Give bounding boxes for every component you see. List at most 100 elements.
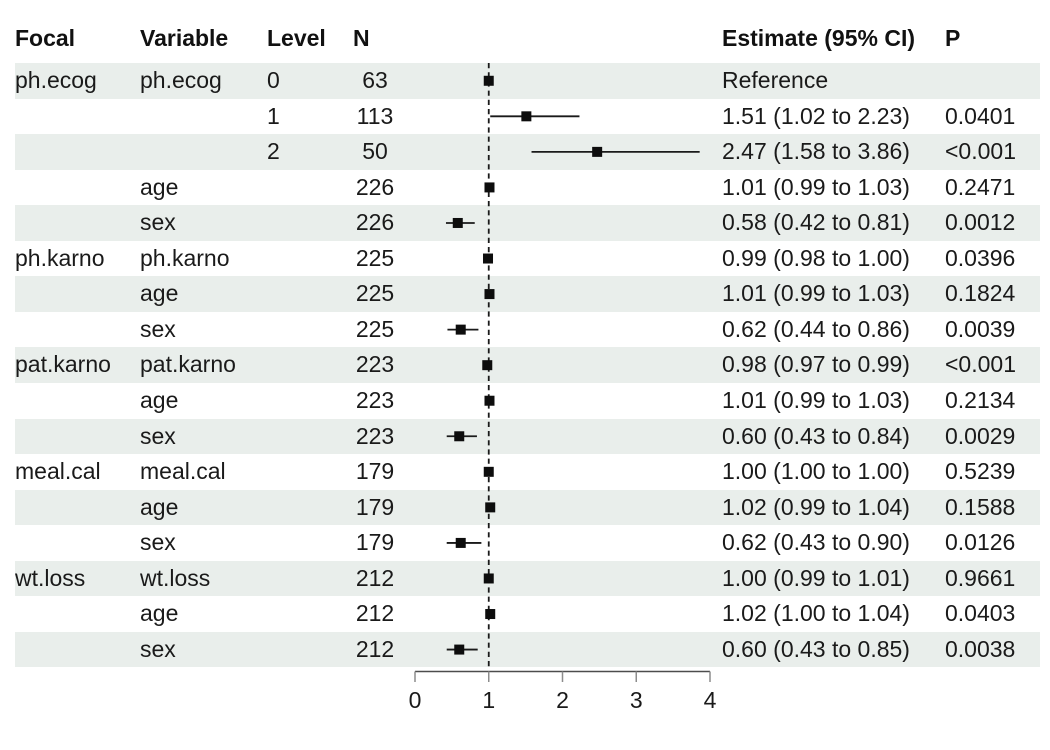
table-row: wt.loss wt.loss 212 1.00 (0.99 to 1.01) 0.96… (15, 561, 1040, 597)
table-row: ph.ecog ph.ecog 0 63 Reference (15, 63, 1040, 99)
cell-variable: wt.loss (140, 564, 211, 591)
column-header-level: Level (267, 25, 326, 51)
table-row: 1 113 1.51 (1.02 to 2.23) 0.0401 (15, 99, 1040, 135)
cell-estimate: 1.00 (1.00 to 1.00) (722, 458, 910, 485)
cell-variable: age (140, 386, 179, 413)
cell-estimate: 0.62 (0.43 to 0.90) (722, 529, 910, 556)
cell-variable: sex (140, 635, 176, 662)
cell-n: 179 (355, 458, 395, 485)
cell-n: 212 (355, 635, 395, 662)
table-row: age 212 1.02 (1.00 to 1.04) 0.0403 (15, 596, 1040, 632)
cell-n: 179 (355, 529, 395, 556)
estimate-marker (455, 324, 466, 335)
row-stripe (15, 489, 1040, 526)
cell-p: 0.0401 (945, 102, 1016, 129)
estimate-marker (484, 182, 495, 193)
column-header-estimate: Estimate (95% CI) (722, 25, 916, 51)
row-stripe (15, 418, 1040, 455)
column-header-variable: Variable (140, 25, 229, 51)
row-stripe (15, 347, 1040, 383)
cell-estimate: 1.51 (1.02 to 2.23) (722, 102, 910, 129)
cell-p: 0.2134 (945, 386, 1016, 413)
cell-estimate: 0.62 (0.44 to 0.86) (722, 315, 910, 342)
estimate-marker (485, 609, 496, 620)
cell-variable: sex (140, 422, 176, 449)
row-stripe (15, 134, 1040, 170)
estimate-marker (454, 431, 465, 442)
table-row: ph.karno ph.karno 225 0.99 (0.98 to 1.00) 0.… (15, 241, 1040, 277)
cell-variable: ph.ecog (140, 67, 222, 93)
cell-n: 223 (355, 422, 395, 449)
cell-estimate: 1.02 (0.99 to 1.04) (722, 493, 910, 520)
cell-estimate: 2.47 (1.58 to 3.86) (722, 138, 910, 165)
cell-level: 2 (267, 138, 280, 165)
estimate-marker (483, 573, 494, 584)
cell-estimate: 0.98 (0.97 to 0.99) (722, 351, 910, 378)
cell-p: <0.001 (945, 351, 1016, 378)
table-row: sex 212 0.60 (0.43 to 0.85) 0.0038 (15, 632, 1040, 668)
cell-n: 226 (355, 209, 395, 236)
table-row: 2 50 2.47 (1.58 to 3.86) <0.001 (15, 134, 1040, 170)
cell-variable: age (140, 173, 179, 200)
cell-n: 179 (355, 493, 395, 520)
table-row: age 179 1.02 (0.99 to 1.04) 0.1588 (15, 490, 1040, 526)
table-row: sex 179 0.62 (0.43 to 0.90) 0.0126 (15, 525, 1040, 561)
cell-estimate: 0.58 (0.42 to 0.81) (722, 209, 910, 236)
cell-p: 0.0012 (945, 209, 1016, 236)
cell-n: 50 (362, 138, 388, 165)
cell-p: 0.0038 (945, 635, 1016, 662)
x-axis-tick-label: 1 (482, 687, 495, 713)
column-header-p: P (945, 25, 961, 51)
cell-n: 212 (355, 564, 395, 591)
cell-variable: age (140, 600, 179, 627)
cell-n: 212 (355, 600, 395, 627)
estimate-marker (592, 146, 603, 157)
column-header-focal: Focal (15, 25, 76, 51)
estimate-marker (483, 253, 494, 264)
cell-p: 0.0126 (945, 529, 1016, 556)
cell-variable: age (140, 280, 179, 307)
row-stripe (15, 560, 1040, 597)
cell-variable: sex (140, 315, 176, 342)
table-row: age 225 1.01 (0.99 to 1.03) 0.1824 (15, 276, 1040, 312)
cell-n: 223 (355, 351, 395, 378)
x-axis-tick-label: 3 (630, 687, 643, 713)
cell-estimate: 0.99 (0.98 to 1.00) (722, 244, 910, 271)
cell-variable: ph.karno (140, 244, 230, 271)
cell-estimate: 1.02 (1.00 to 1.04) (722, 600, 910, 627)
estimate-marker (454, 644, 465, 655)
cell-n: 223 (355, 386, 395, 413)
estimate-marker (484, 289, 495, 300)
cell-estimate: 1.01 (0.99 to 1.03) (722, 386, 910, 413)
column-header-n: N (353, 25, 370, 51)
cell-n: 225 (355, 315, 395, 342)
cell-n: 225 (355, 244, 395, 271)
cell-n: 113 (356, 102, 394, 129)
table-row: age 226 1.01 (0.99 to 1.03) 0.2471 (15, 170, 1040, 206)
cell-estimate: 1.01 (0.99 to 1.03) (722, 280, 910, 307)
cell-focal: pat.karno (15, 351, 111, 378)
cell-p: 0.0039 (945, 315, 1016, 342)
cell-focal: ph.karno (15, 244, 105, 271)
estimate-marker (483, 75, 494, 86)
cell-variable: sex (140, 209, 176, 236)
row-stripe (15, 276, 1040, 312)
cell-variable: age (140, 493, 179, 520)
cell-p: <0.001 (945, 138, 1016, 165)
cell-level: 0 (267, 67, 280, 93)
cell-level: 1 (267, 102, 280, 129)
x-axis-tick-label: 0 (409, 687, 422, 713)
cell-p: 0.1824 (945, 280, 1016, 307)
x-axis-tick-label: 4 (704, 687, 717, 713)
cell-p: 0.2471 (945, 173, 1016, 200)
cell-n: 63 (362, 67, 388, 93)
estimate-marker (455, 537, 466, 548)
estimate-marker (485, 502, 496, 513)
estimate-marker (521, 111, 532, 122)
table-row: pat.karno pat.karno 223 0.98 (0.97 to 0.99)… (15, 347, 1040, 383)
table-row: sex 225 0.62 (0.44 to 0.86) 0.0039 (15, 312, 1040, 348)
x-axis-tick-label: 2 (556, 687, 569, 713)
cell-estimate: 1.01 (0.99 to 1.03) (722, 173, 910, 200)
